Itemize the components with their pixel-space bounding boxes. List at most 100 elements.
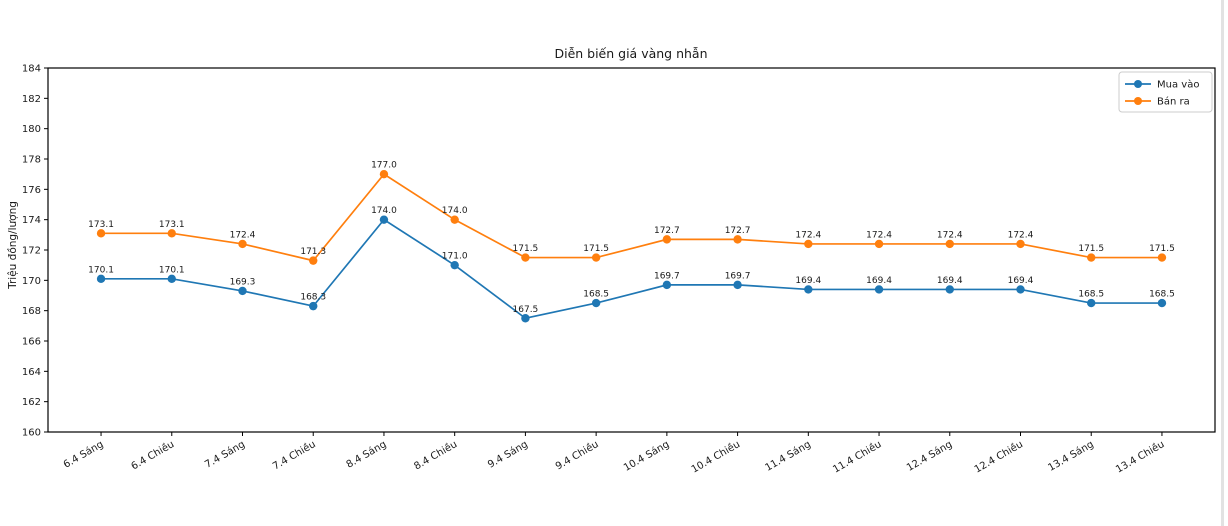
data-point-mua-vao xyxy=(309,301,318,311)
data-point-mua-vao xyxy=(167,274,176,284)
data-point-ban-ra xyxy=(379,169,389,179)
x-tick-label: 11.4 Sáng xyxy=(763,438,813,474)
value-label-ban-ra: 171.3 xyxy=(300,247,326,257)
data-point-mua-vao xyxy=(662,280,672,290)
legend-label-mua-vao: Mua vào xyxy=(1157,79,1199,91)
data-point-mua-vao xyxy=(1087,298,1096,308)
value-label-mua-vao: 168.5 xyxy=(1149,290,1175,300)
legend-marker-mua-vao xyxy=(1134,80,1142,88)
legend: Mua vào Bán ra xyxy=(1118,71,1213,113)
value-label-mua-vao: 170.1 xyxy=(159,265,185,275)
x-tick-label: 13.4 Sáng xyxy=(1046,438,1096,474)
data-point-ban-ra xyxy=(1157,253,1167,262)
y-axis-label: Triệu đồng/lượng xyxy=(7,201,19,290)
x-tick-label: 10.4 Chiều xyxy=(689,438,742,475)
value-label-mua-vao: 174.0 xyxy=(371,206,397,216)
data-point-mua-vao xyxy=(521,314,530,323)
plot-area: 160 162 164 166 168 170 172 174 176 178 180 182 184 6… xyxy=(22,64,1216,476)
x-tick-label: 7.4 Sáng xyxy=(203,438,247,471)
value-label-mua-vao: 170.1 xyxy=(88,265,114,275)
y-tick-label: 160 xyxy=(22,428,41,439)
legend-box xyxy=(1118,71,1213,113)
value-label-ban-ra: 171.5 xyxy=(1078,244,1104,254)
data-point-mua-vao xyxy=(804,285,813,294)
y-tick-label: 170 xyxy=(22,276,41,287)
data-point-ban-ra xyxy=(945,239,954,249)
value-label-mua-vao: 169.4 xyxy=(937,276,963,286)
data-point-ban-ra xyxy=(591,253,601,262)
value-label-ban-ra: 173.1 xyxy=(88,220,114,230)
value-label-mua-vao: 169.7 xyxy=(654,271,680,281)
data-point-ban-ra xyxy=(450,215,459,224)
value-label-ban-ra: 172.4 xyxy=(937,230,963,240)
y-tick-label: 182 xyxy=(22,94,41,105)
x-tick-label: 8.4 Sáng xyxy=(344,438,388,471)
x-tick-label: 12.4 Sáng xyxy=(904,438,954,474)
data-point-ban-ra xyxy=(874,239,884,249)
legend-marker-ban-ra xyxy=(1134,97,1142,105)
value-label-mua-vao: 169.3 xyxy=(230,277,256,287)
y-tick-label: 176 xyxy=(22,185,41,196)
chart-title: Diễn biến giá vàng nhẫn xyxy=(554,46,707,61)
value-label-mua-vao: 169.4 xyxy=(795,276,821,286)
y-tick-label: 178 xyxy=(22,155,41,166)
value-label-ban-ra: 172.7 xyxy=(725,226,751,236)
series-line-ban-ra xyxy=(101,173,1162,262)
y-tick-label: 184 xyxy=(22,64,41,75)
data-point-ban-ra xyxy=(167,229,176,238)
y-tick-label: 164 xyxy=(22,367,41,378)
data-point-ban-ra xyxy=(96,229,106,238)
data-point-mua-vao xyxy=(450,260,459,270)
data-point-ban-ra xyxy=(238,239,247,249)
legend-label-ban-ra: Bán ra xyxy=(1157,96,1190,108)
y-tick-label: 166 xyxy=(22,337,41,348)
value-label-ban-ra: 172.4 xyxy=(1008,230,1034,240)
x-tick-label: 9.4 Chiều xyxy=(553,438,600,472)
data-point-ban-ra xyxy=(804,239,813,249)
value-label-mua-vao: 168.5 xyxy=(1078,290,1104,300)
x-tick-label: 7.4 Chiều xyxy=(270,438,317,472)
value-label-ban-ra: 173.1 xyxy=(159,220,185,230)
value-label-mua-vao: 168.3 xyxy=(300,293,326,303)
value-label-mua-vao: 167.5 xyxy=(513,305,539,315)
value-label-ban-ra: 172.7 xyxy=(654,226,680,236)
x-tick-label: 6.4 Sáng xyxy=(61,438,105,471)
data-point-ban-ra xyxy=(733,235,742,244)
data-point-mua-vao xyxy=(945,285,954,294)
data-point-ban-ra xyxy=(1087,253,1096,262)
value-label-ban-ra: 172.4 xyxy=(230,230,256,240)
data-point-mua-vao xyxy=(1157,298,1167,308)
page-scrollbar[interactable] xyxy=(1221,0,1224,526)
data-point-ban-ra xyxy=(1016,239,1025,249)
value-label-mua-vao: 169.4 xyxy=(866,276,892,286)
data-point-mua-vao xyxy=(1016,285,1025,294)
data-point-ban-ra xyxy=(662,235,672,244)
x-tick-label: 9.4 Sáng xyxy=(486,438,530,471)
value-label-ban-ra: 172.4 xyxy=(866,230,892,240)
series-line-mua-vao xyxy=(101,218,1162,320)
y-tick-label: 162 xyxy=(22,397,41,408)
value-label-ban-ra: 172.4 xyxy=(795,230,821,240)
y-tick-label: 172 xyxy=(22,246,41,257)
value-label-ban-ra: 171.5 xyxy=(1149,244,1175,254)
x-tick-label: 6.4 Chiều xyxy=(129,438,176,472)
y-tick-label: 174 xyxy=(22,215,41,226)
axes-frame xyxy=(47,67,1216,433)
x-tick-label: 12.4 Chiều xyxy=(972,438,1025,475)
data-point-mua-vao xyxy=(733,280,742,290)
data-point-mua-vao xyxy=(238,286,247,296)
data-point-mua-vao xyxy=(591,298,601,308)
x-tick-label: 11.4 Chiều xyxy=(831,438,884,475)
value-label-ban-ra: 177.0 xyxy=(371,161,397,171)
y-tick-label: 168 xyxy=(22,306,41,317)
value-label-mua-vao: 168.5 xyxy=(583,290,609,300)
y-tick-label: 180 xyxy=(22,124,41,135)
x-tick-label: 10.4 Sáng xyxy=(622,438,672,474)
data-point-mua-vao xyxy=(874,285,884,294)
data-point-mua-vao xyxy=(96,274,106,284)
value-label-mua-vao: 169.4 xyxy=(1008,276,1034,286)
data-point-mua-vao xyxy=(379,215,389,224)
value-label-ban-ra: 174.0 xyxy=(442,206,468,216)
